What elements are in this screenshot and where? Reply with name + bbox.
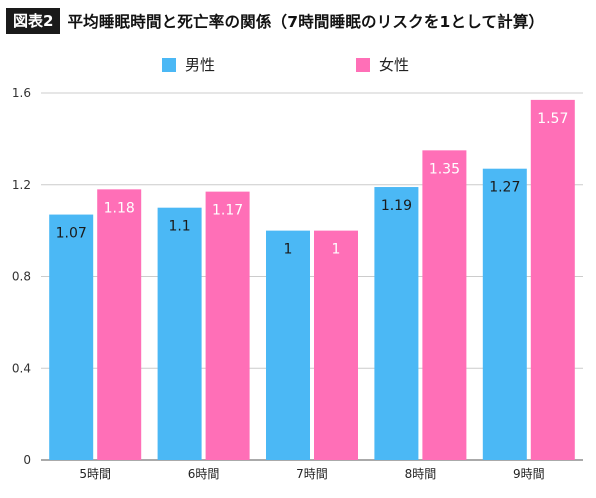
bar-male [49, 214, 94, 460]
data-label-male: 1 [284, 242, 293, 258]
y-tick-label: 1.2 [12, 178, 31, 192]
legend-swatch-male [162, 57, 176, 72]
legend-item-male: 男性 [162, 54, 215, 75]
y-tick-label: 1.6 [12, 86, 31, 100]
bar-male [266, 230, 310, 460]
y-tick-label: 0.4 [12, 361, 31, 375]
chart-title: 平均睡眠時間と死亡率の関係（7時間睡眠のリスクを1として計算） [67, 13, 545, 31]
legend-item-female: 女性 [356, 54, 409, 75]
data-label-female: 1.18 [104, 200, 135, 216]
y-tick-label: 0.8 [12, 270, 31, 284]
bar-female [530, 99, 575, 460]
figure-badge: 図表2 [6, 8, 61, 34]
legend-label-female: 女性 [379, 56, 410, 74]
data-label-female: 1.35 [429, 161, 460, 177]
x-tick-label: 8時間 [405, 467, 437, 481]
chart-header: 図表2 平均睡眠時間と死亡率の関係（7時間睡眠のリスクを1として計算） [6, 6, 544, 36]
x-tick-label: 7時間 [296, 467, 328, 481]
bar-female [97, 189, 142, 460]
x-tick-label: 6時間 [188, 467, 220, 481]
legend-swatch-female [356, 57, 370, 72]
data-label-female: 1.17 [212, 203, 243, 219]
bar-female [205, 191, 250, 460]
y-tick-label: 0 [23, 453, 31, 467]
data-label-female: 1.57 [537, 111, 568, 127]
data-label-male: 1.19 [381, 198, 412, 214]
legend-label-male: 男性 [185, 56, 216, 74]
legend: 男性 女性 [0, 52, 596, 76]
data-label-female: 1 [332, 242, 341, 258]
bar-male [482, 168, 527, 460]
x-tick-label: 5時間 [79, 467, 111, 481]
x-tick-label: 9時間 [513, 467, 545, 481]
bar-female [422, 150, 467, 460]
data-label-male: 1.27 [489, 180, 520, 196]
data-label-male: 1.07 [56, 226, 87, 242]
bar-female [314, 230, 358, 460]
bar-male [374, 187, 419, 460]
data-label-male: 1.1 [168, 219, 190, 235]
bar-male [157, 207, 202, 460]
